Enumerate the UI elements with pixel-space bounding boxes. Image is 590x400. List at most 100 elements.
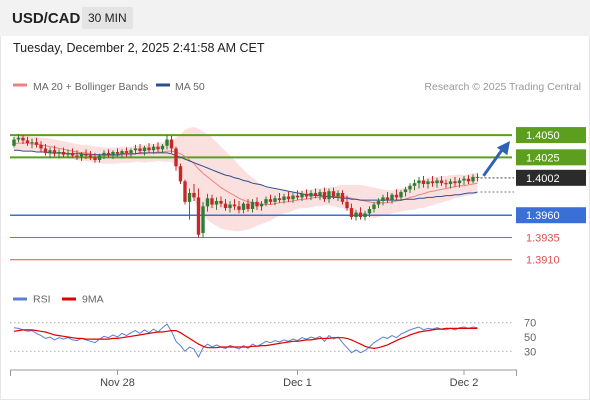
candle: [75, 150, 79, 161]
candle: [363, 210, 367, 221]
candle: [228, 200, 232, 213]
chart-datetime: Tuesday, December 2, 2025 2:41:58 AM CET: [13, 41, 265, 55]
candle: [174, 146, 178, 171]
candle-body: [34, 142, 39, 145]
price-labels: 1.4050 1.4025 1.3960 1.3935 1.3910 1.4002: [516, 127, 586, 267]
candle: [151, 143, 156, 154]
candle: [390, 192, 394, 204]
support-label: 1.3960: [526, 210, 560, 222]
candle: [417, 176, 421, 189]
rsi-line: [13, 323, 478, 359]
candle-body: [169, 139, 174, 149]
candle-body: [192, 192, 196, 198]
resistance-label-box: [516, 127, 586, 144]
candle: [426, 178, 430, 189]
candle-body: [354, 212, 358, 217]
chart-header: USD/CAD 30 MIN: [0, 0, 590, 36]
rsi-tick-label: 30: [524, 346, 536, 358]
candle-body: [385, 197, 390, 201]
resistance-label-box: [516, 149, 586, 166]
candle: [291, 192, 295, 203]
candle-body: [376, 200, 381, 205]
timeframe-button[interactable]: 30 MIN: [82, 7, 133, 29]
forecast-arrow: [482, 141, 510, 177]
candle-body: [340, 192, 345, 202]
candle: [340, 190, 345, 205]
candle-body: [147, 147, 151, 151]
candle-body: [439, 180, 444, 184]
candle: [124, 147, 129, 157]
candle: [156, 142, 160, 152]
candle: [237, 200, 241, 214]
candle: [367, 206, 372, 217]
resistance-label: 1.4050: [526, 130, 560, 142]
candle-body: [327, 191, 331, 200]
candle-body: [43, 148, 48, 153]
rsi-panel: 70 50 30: [10, 318, 536, 359]
candle-body: [138, 148, 142, 152]
candle-body: [417, 180, 421, 184]
candle: [372, 201, 376, 213]
candle: [223, 199, 228, 211]
candle-body: [259, 203, 264, 207]
candle-body: [453, 181, 457, 184]
candle-body: [426, 181, 430, 185]
candle: [192, 184, 196, 201]
candle-body: [52, 150, 57, 154]
candle: [259, 200, 264, 211]
candle: [313, 188, 318, 199]
bollinger-band-area: [14, 127, 478, 232]
candle: [232, 199, 237, 210]
candle-body: [102, 152, 106, 156]
candle: [241, 201, 246, 214]
legend-rsi-ma-label: 9MA: [82, 294, 104, 306]
candle: [165, 135, 169, 150]
candle: [183, 179, 187, 205]
candle-body: [313, 192, 318, 196]
candle-body: [66, 152, 70, 155]
candle-body: [48, 150, 52, 153]
candle-body: [372, 204, 376, 209]
candle-body: [25, 140, 30, 144]
candle-body: [331, 191, 336, 197]
forecast-arrow-shaft: [482, 146, 506, 177]
candle-body: [120, 151, 124, 154]
candle-body: [457, 180, 462, 184]
candle-body: [435, 180, 439, 184]
candle-body: [187, 192, 192, 202]
candle: [61, 147, 66, 158]
candle-body: [196, 197, 201, 235]
candle: [16, 134, 21, 143]
target-label: 1.3910: [526, 255, 560, 267]
symbol-title: USD/CAD: [12, 10, 81, 27]
candle-body: [39, 144, 43, 149]
candle-body: [84, 153, 88, 156]
candle-body: [16, 137, 21, 140]
candle-body: [133, 148, 138, 151]
candle: [219, 196, 223, 208]
candle: [349, 203, 354, 220]
candle: [435, 177, 439, 188]
candle-body: [430, 181, 435, 184]
candle: [286, 192, 291, 202]
candle-body: [70, 152, 75, 156]
candle: [354, 209, 358, 221]
candle-body: [363, 213, 367, 217]
candle: [462, 176, 466, 185]
candle-body: [399, 192, 403, 198]
candle-body: [295, 195, 300, 198]
candle: [448, 178, 453, 189]
ma50-line: [14, 149, 478, 201]
candle-body: [277, 198, 282, 201]
candle: [412, 179, 417, 191]
last-price-box: [516, 169, 586, 186]
candle-body: [79, 153, 84, 157]
candle-body: [219, 200, 223, 204]
candle-body: [205, 198, 210, 207]
candle-body: [178, 166, 183, 182]
candle-body: [286, 196, 291, 200]
candle-body: [412, 183, 417, 186]
candle-body: [282, 196, 286, 201]
candle-body: [291, 195, 295, 200]
moving-averages: [13, 142, 478, 205]
